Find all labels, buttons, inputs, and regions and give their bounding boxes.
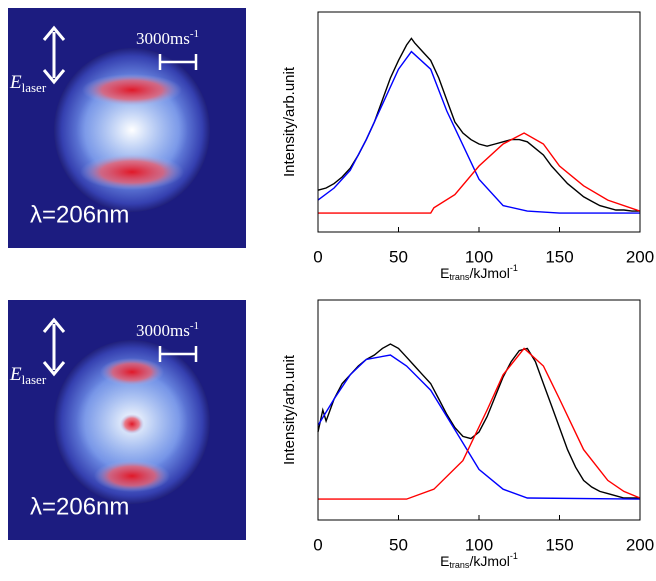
y-axis-label: Intensity/arb.unit bbox=[281, 66, 298, 177]
image-band bbox=[94, 460, 170, 492]
data-line bbox=[317, 37, 640, 212]
image-band bbox=[100, 358, 164, 386]
arrow-head bbox=[42, 69, 66, 85]
arrow-head bbox=[42, 317, 66, 333]
wavelength-label: λ=206nm bbox=[30, 201, 129, 228]
data-line bbox=[317, 354, 641, 500]
scale-label: 3000ms-1 bbox=[136, 28, 199, 48]
data-line bbox=[318, 132, 641, 214]
x-tick-label: 200 bbox=[626, 247, 654, 266]
scale-label-text: 3000ms bbox=[136, 321, 190, 340]
x-label-subscript: trans bbox=[449, 560, 470, 570]
image-center bbox=[76, 80, 188, 180]
arrow-head bbox=[42, 25, 66, 41]
x-axis-label: Etrans/kJmol-1 bbox=[440, 263, 518, 282]
x-label-exponent: -1 bbox=[510, 263, 518, 273]
field-label: Elaser bbox=[9, 72, 47, 95]
x-tick-label: 0 bbox=[313, 247, 322, 266]
data-line bbox=[318, 347, 641, 500]
scale-bar bbox=[158, 54, 198, 70]
x-tick-label: 50 bbox=[389, 247, 408, 266]
data-line bbox=[317, 50, 640, 214]
scale-label-exponent: -1 bbox=[190, 320, 199, 332]
plot-frame bbox=[317, 11, 641, 233]
arrow-head bbox=[42, 361, 66, 377]
image-band bbox=[80, 154, 184, 190]
x-label-text: E bbox=[440, 265, 449, 281]
scale-label: 3000ms-1 bbox=[136, 320, 199, 340]
x-label-unit: /kJmol bbox=[469, 553, 509, 569]
x-tick-label: 0 bbox=[313, 535, 322, 554]
data-line bbox=[317, 343, 640, 499]
x-tick-label: 100 bbox=[465, 535, 493, 554]
x-tick-label: 100 bbox=[465, 247, 493, 266]
x-tick-label: 150 bbox=[545, 247, 573, 266]
y-axis-label: Intensity/arb.unit bbox=[281, 354, 298, 465]
x-label-text: E bbox=[440, 553, 449, 569]
x-axis-label: Etrans/kJmol-1 bbox=[440, 551, 518, 570]
x-label-subscript: trans bbox=[449, 272, 470, 282]
field-label-subscript: laser bbox=[22, 372, 47, 387]
x-label-unit: /kJmol bbox=[469, 265, 509, 281]
field-label-subscript: laser bbox=[22, 80, 47, 95]
scale-bar bbox=[158, 346, 198, 362]
field-label-text: E bbox=[9, 364, 22, 385]
field-label-text: E bbox=[9, 72, 22, 93]
x-tick-label: 50 bbox=[389, 535, 408, 554]
scale-label-exponent: -1 bbox=[190, 28, 199, 40]
wavelength-label: λ=206nm bbox=[30, 493, 129, 520]
scale-label-text: 3000ms bbox=[136, 29, 190, 48]
image-band bbox=[120, 414, 144, 434]
image-band bbox=[82, 74, 182, 106]
x-tick-label: 150 bbox=[545, 535, 573, 554]
x-label-exponent: -1 bbox=[510, 551, 518, 561]
field-label: Elaser bbox=[9, 364, 47, 387]
x-tick-label: 200 bbox=[626, 535, 654, 554]
